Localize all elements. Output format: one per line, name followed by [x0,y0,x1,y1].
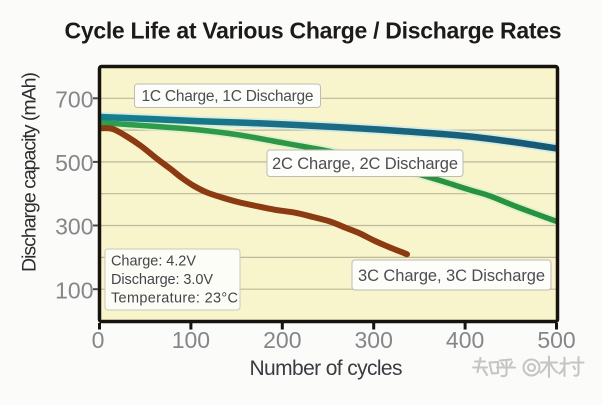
svg-text:Cycle Life at Various Charge /: Cycle Life at Various Charge / Discharge… [65,18,562,44]
svg-text:200: 200 [263,327,301,353]
svg-text:2C Charge, 2C Discharge: 2C Charge, 2C Discharge [272,155,458,173]
svg-text:3C Charge, 3C Discharge: 3C Charge, 3C Discharge [358,267,545,285]
svg-text:0: 0 [92,327,105,353]
svg-text:Temperature: 23°C: Temperature: 23°C [111,291,238,307]
svg-text:Discharge capacity (mAh): Discharge capacity (mAh) [19,72,41,272]
svg-text:300: 300 [355,327,393,353]
svg-text:Charge: 4.2V: Charge: 4.2V [111,254,196,270]
svg-text:700: 700 [55,87,93,113]
svg-text:Discharge: 3.0V: Discharge: 3.0V [111,272,213,288]
svg-text:100: 100 [172,327,210,353]
svg-text:400: 400 [446,327,484,353]
svg-text:1C Charge, 1C Discharge: 1C Charge, 1C Discharge [142,88,314,105]
svg-text:500: 500 [55,150,93,176]
svg-text:Number of cycles: Number of cycles [250,357,403,380]
svg-text:300: 300 [55,214,93,240]
svg-text:500: 500 [537,327,575,353]
svg-text:100: 100 [55,278,93,304]
